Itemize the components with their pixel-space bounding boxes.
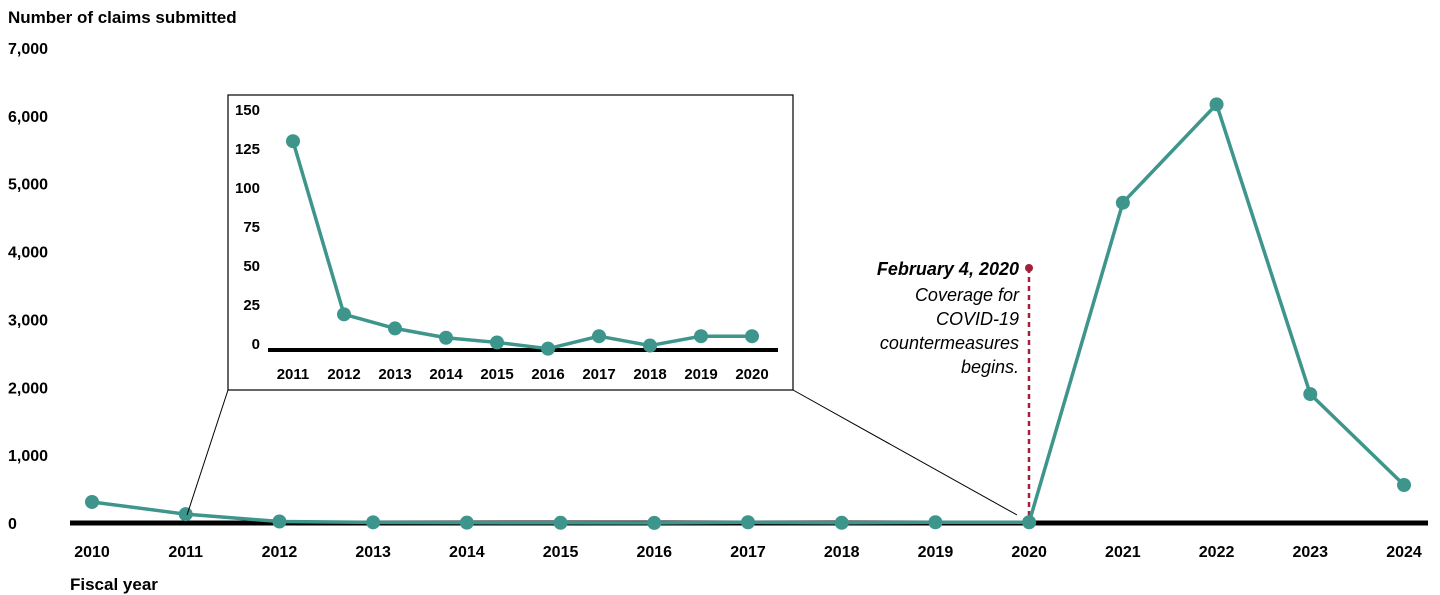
x-tick-label: 2015 xyxy=(543,544,579,561)
data-point-2014 xyxy=(459,515,474,530)
inset-y-tick-label: 50 xyxy=(243,258,260,275)
data-point-2018 xyxy=(834,515,849,530)
x-tick-label: 2011 xyxy=(168,544,203,561)
inset-x-tick-label: 2013 xyxy=(378,366,411,383)
main-series xyxy=(85,97,1411,530)
data-point-2019 xyxy=(928,515,943,530)
x-tick-label: 2019 xyxy=(918,544,954,561)
annotation-line-3: countermeasures xyxy=(880,333,1019,353)
x-tick-label: 2014 xyxy=(449,544,485,561)
inset-data-point-2017 xyxy=(592,329,606,344)
annotation-line-2: COVID-19 xyxy=(936,309,1019,329)
inset-x-tick-label: 2017 xyxy=(582,366,615,383)
x-tick-label: 2020 xyxy=(1011,544,1047,561)
inset-x-tick-label: 2015 xyxy=(480,366,513,383)
data-point-2011 xyxy=(178,507,193,522)
x-tick-label: 2018 xyxy=(824,544,860,561)
inset-y-axis-ticks: 0 25 50 75 100 125 150 xyxy=(235,102,260,353)
x-tick-label: 2012 xyxy=(262,544,298,561)
data-point-2023 xyxy=(1303,387,1318,402)
data-point-2022 xyxy=(1209,97,1224,112)
y-tick-label: 1,000 xyxy=(8,448,48,465)
inset-connector-right xyxy=(792,389,1018,516)
inset-data-point-2011 xyxy=(286,134,300,149)
inset-x-tick-label: 2020 xyxy=(735,366,768,383)
inset-x-axis-ticks: 2011 2012 2013 2014 2015 2016 2017 2018 2019 2020 xyxy=(277,366,769,383)
x-tick-label: 2010 xyxy=(74,544,110,561)
data-point-2010 xyxy=(85,494,99,509)
data-point-2012 xyxy=(272,514,287,529)
annotation-line-1: Coverage for xyxy=(915,285,1020,305)
inset-series-line xyxy=(291,140,752,351)
data-point-2016 xyxy=(647,515,662,530)
main-chart: Number of claims submitted Fiscal year 0… xyxy=(8,8,1428,594)
x-tick-label: 2024 xyxy=(1386,544,1422,561)
y-tick-label: 6,000 xyxy=(8,109,48,126)
data-point-2015 xyxy=(553,515,568,530)
inset-y-tick-label: 75 xyxy=(243,219,260,236)
y-axis-title: Number of claims submitted xyxy=(8,8,237,27)
inset-data-point-2019 xyxy=(694,329,708,344)
y-tick-label: 4,000 xyxy=(8,245,48,262)
inset-data-point-2020 xyxy=(745,329,759,344)
x-tick-label: 2013 xyxy=(355,544,391,561)
inset-data-point-2016 xyxy=(541,341,555,356)
inset-y-tick-label: 25 xyxy=(243,297,260,314)
x-tick-label: 2017 xyxy=(730,544,766,561)
y-tick-label: 7,000 xyxy=(8,41,48,58)
inset-x-tick-label: 2014 xyxy=(429,366,463,383)
inset-y-tick-label: 100 xyxy=(235,180,260,197)
inset-x-tick-label: 2016 xyxy=(531,366,564,383)
inset-data-point-2018 xyxy=(643,338,657,353)
inset-y-tick-label: 0 xyxy=(252,336,260,353)
y-tick-label: 3,000 xyxy=(8,312,48,329)
inset-x-tick-label: 2018 xyxy=(633,366,666,383)
annotation-date: February 4, 2020 xyxy=(877,259,1019,279)
inset-data-point-2015 xyxy=(490,335,504,350)
inset-x-tick-label: 2019 xyxy=(684,366,717,383)
inset-series xyxy=(286,134,759,356)
x-axis-title: Fiscal year xyxy=(70,575,158,594)
y-tick-label: 5,000 xyxy=(8,177,48,194)
data-point-2013 xyxy=(366,515,381,530)
data-point-2021 xyxy=(1115,195,1130,210)
inset-data-point-2012 xyxy=(337,307,351,322)
y-axis-ticks: 0 1,000 2,000 3,000 4,000 5,000 6,000 7,000 xyxy=(8,41,48,533)
inset-y-tick-label: 125 xyxy=(235,141,260,158)
annotation-marker xyxy=(1025,264,1033,272)
inset-connector-left xyxy=(186,389,229,516)
inset-y-tick-label: 150 xyxy=(235,102,260,119)
x-axis-ticks: 2010 2011 2012 2013 2014 2015 2016 2017 2018 2019… xyxy=(74,544,1422,561)
x-tick-label: 2016 xyxy=(636,544,672,561)
x-tick-label: 2023 xyxy=(1292,544,1328,561)
inset-x-tick-label: 2011 xyxy=(277,366,310,383)
y-tick-label: 2,000 xyxy=(8,380,48,397)
data-point-2017 xyxy=(741,515,755,530)
y-tick-label: 0 xyxy=(8,516,17,533)
inset-x-tick-label: 2012 xyxy=(327,366,360,383)
x-tick-label: 2021 xyxy=(1105,544,1141,561)
data-point-2020 xyxy=(1022,515,1037,530)
annotation-line-4: begins. xyxy=(961,357,1019,377)
covid-annotation: February 4, 2020 Coverage for COVID-19 c… xyxy=(877,259,1033,520)
x-tick-label: 2022 xyxy=(1199,544,1235,561)
data-point-2024 xyxy=(1397,478,1411,492)
inset-data-point-2013 xyxy=(388,321,402,336)
inset-data-point-2014 xyxy=(439,330,453,345)
